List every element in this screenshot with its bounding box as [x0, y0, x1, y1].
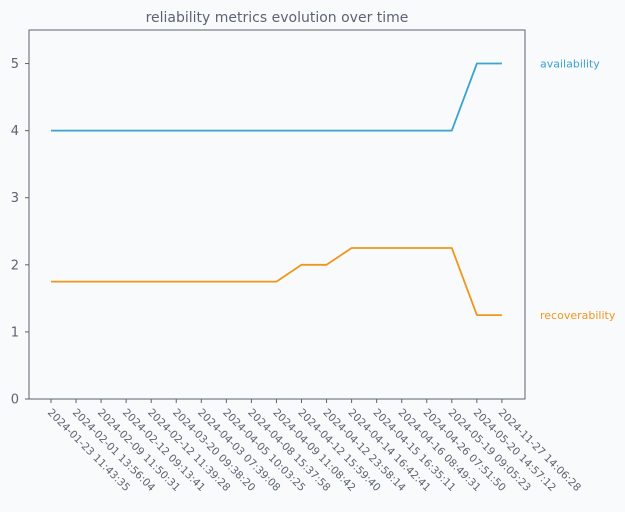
y-tick-label: 5	[11, 57, 19, 72]
chart-title: reliability metrics evolution over time	[146, 10, 409, 26]
y-tick-label: 1	[11, 325, 19, 340]
y-tick-label: 4	[11, 124, 19, 139]
y-tick-label: 3	[11, 191, 19, 206]
plot-frame	[28, 29, 526, 400]
y-tick-label: 0	[11, 393, 19, 408]
series-labels: availability recoverability	[540, 58, 616, 323]
series-label-availability: availability	[540, 58, 600, 71]
y-tick-label: 2	[11, 258, 19, 273]
series-label-recoverability: recoverability	[540, 309, 616, 322]
series-line-recoverability	[51, 247, 502, 317]
y-axis: 0 1 2 3 4 5	[11, 57, 29, 408]
series-group	[51, 62, 502, 317]
series-line-availability	[51, 62, 502, 132]
